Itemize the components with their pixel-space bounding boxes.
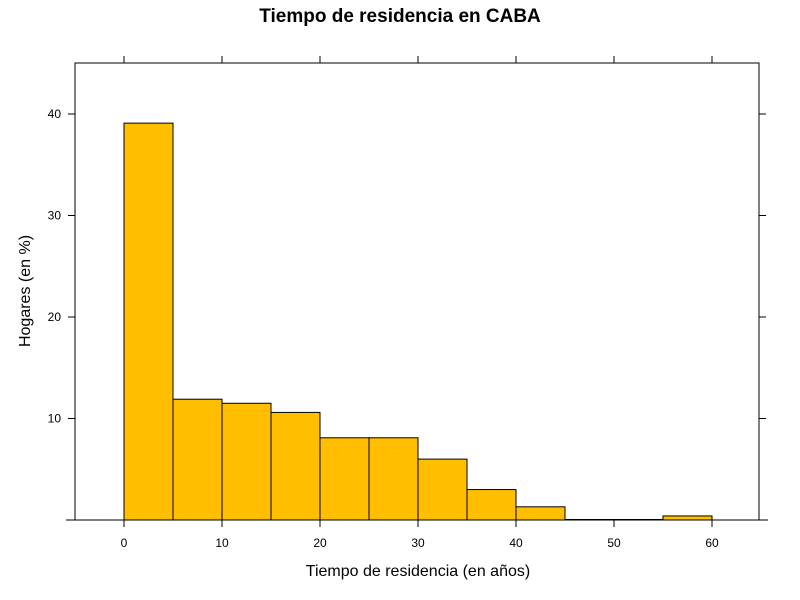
x-axis: 0 10 20 30 40 50 60 [121, 56, 719, 550]
histogram-bar [123, 122, 174, 521]
bars-group [123, 122, 713, 521]
x-tick-label: 20 [313, 536, 327, 550]
y-tick-label: 40 [48, 107, 62, 121]
y-tick-label: 20 [48, 310, 62, 324]
histogram-bar [515, 506, 566, 521]
histogram-bar [270, 411, 321, 521]
histogram-bar [319, 437, 370, 521]
histogram-bar [417, 458, 468, 521]
x-axis-label: Tiempo de residencia (en años) [306, 563, 530, 580]
y-axis: 10 20 30 40 [48, 107, 766, 426]
x-tick-label: 0 [121, 536, 128, 550]
x-tick-label: 10 [215, 536, 229, 550]
histogram-bar [368, 437, 419, 521]
x-tick-label: 40 [509, 536, 523, 550]
y-axis-label: Hogares (en %) [17, 235, 34, 347]
x-tick-label: 50 [607, 536, 621, 550]
histogram-bar [172, 398, 223, 521]
histogram-bar [466, 489, 517, 521]
y-tick-label: 10 [48, 412, 62, 426]
x-tick-label: 30 [411, 536, 425, 550]
chart-title: Tiempo de residencia en CABA [259, 6, 541, 27]
histogram-bar [662, 515, 713, 521]
x-tick-label: 60 [705, 536, 719, 550]
y-tick-label: 30 [48, 209, 62, 223]
histogram-bar [221, 402, 272, 521]
